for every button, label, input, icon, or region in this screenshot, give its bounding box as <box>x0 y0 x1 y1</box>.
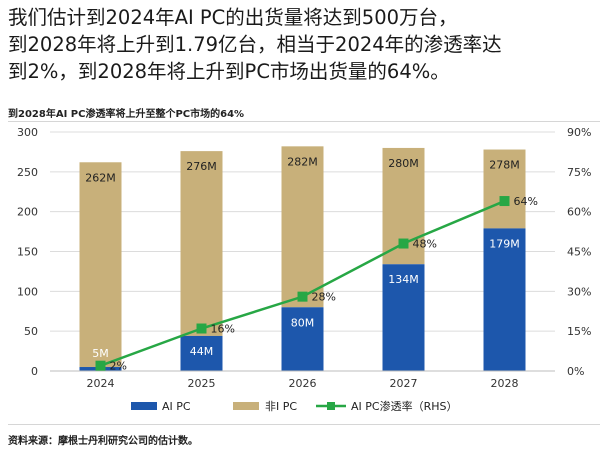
y2-tick-label: 60% <box>567 206 591 219</box>
bar-ai-pc <box>180 335 223 371</box>
penetration-data-label: 2% <box>110 360 127 373</box>
y-tick-label: 250 <box>17 166 38 179</box>
penetration-data-label: 64% <box>514 195 538 208</box>
legend-swatch-ai-pc <box>131 402 157 410</box>
y-tick-label: 0 <box>31 365 38 378</box>
ai-pc-data-label: 80M <box>291 316 315 329</box>
x-tick-label: 2026 <box>289 377 317 390</box>
total-data-label: 262M <box>85 171 116 184</box>
y2-tick-label: 45% <box>567 246 591 259</box>
source-note: 资料来源：摩根士丹利研究公司的估计数。 <box>8 436 198 447</box>
total-data-label: 282M <box>287 155 318 168</box>
penetration-data-label: 16% <box>211 323 235 336</box>
bar-ai-pc <box>483 228 526 371</box>
legend-swatch-non-ai-pc <box>233 402 259 410</box>
y-tick-label: 300 <box>17 126 38 139</box>
ai-pc-data-label: 179M <box>489 237 520 250</box>
ai-pc-data-label: 5M <box>92 347 109 360</box>
total-data-label: 280M <box>388 157 419 170</box>
penetration-marker <box>398 238 409 249</box>
y2-tick-label: 0% <box>567 365 584 378</box>
x-tick-label: 2027 <box>390 377 418 390</box>
headline: 我们估计到2024年AI PC的出货量将达到500万台， 到2028年将上升到1… <box>8 4 604 85</box>
penetration-marker <box>196 323 207 334</box>
penetration-marker <box>297 291 308 302</box>
bar-ai-pc <box>281 307 324 371</box>
y2-tick-label: 15% <box>567 325 591 338</box>
bar-non-ai-pc <box>483 149 526 229</box>
penetration-data-label: 28% <box>312 291 336 304</box>
ai-pc-data-label: 44M <box>190 345 214 358</box>
bar-non-ai-pc <box>180 151 223 336</box>
bar-ai-pc <box>382 264 425 371</box>
chart-bottom-divider <box>8 424 600 425</box>
x-tick-label: 2028 <box>491 377 519 390</box>
bar-non-ai-pc <box>281 146 324 308</box>
legend-label-ai-pc: AI PC <box>162 400 191 413</box>
y-tick-label: 50 <box>24 325 38 338</box>
y2-tick-label: 90% <box>567 126 591 139</box>
legend-label-penetration: AI PC渗透率（RHS） <box>351 399 457 413</box>
penetration-data-label: 48% <box>413 238 437 251</box>
y2-tick-label: 30% <box>567 285 591 298</box>
total-data-label: 278M <box>489 159 520 172</box>
y-tick-label: 200 <box>17 206 38 219</box>
y2-tick-label: 75% <box>567 166 591 179</box>
legend-label-non-ai-pc: 非I PC <box>265 400 297 413</box>
headline-line-1: 我们估计到2024年AI PC的出货量将达到500万台， <box>8 6 458 29</box>
penetration-marker <box>499 196 510 207</box>
y-tick-label: 100 <box>17 285 38 298</box>
y-tick-label: 150 <box>17 246 38 259</box>
legend-marker-penetration <box>327 402 335 410</box>
bar-non-ai-pc <box>79 162 122 368</box>
headline-line-3: 到2%，到2028年将上升到PC市场出货量的64%。 <box>8 60 450 83</box>
penetration-marker <box>95 360 106 371</box>
chart-top-divider <box>8 121 600 122</box>
x-tick-label: 2024 <box>87 377 115 390</box>
ai-pc-data-label: 134M <box>388 273 419 286</box>
x-tick-label: 2025 <box>188 377 216 390</box>
headline-line-2: 到2028年将上升到1.79亿台，相当于2024年的渗透率达 <box>8 33 502 56</box>
total-data-label: 276M <box>186 160 217 173</box>
chart-title: 到2028年AI PC渗透率将上升至整个PC市场的64% <box>8 109 245 120</box>
